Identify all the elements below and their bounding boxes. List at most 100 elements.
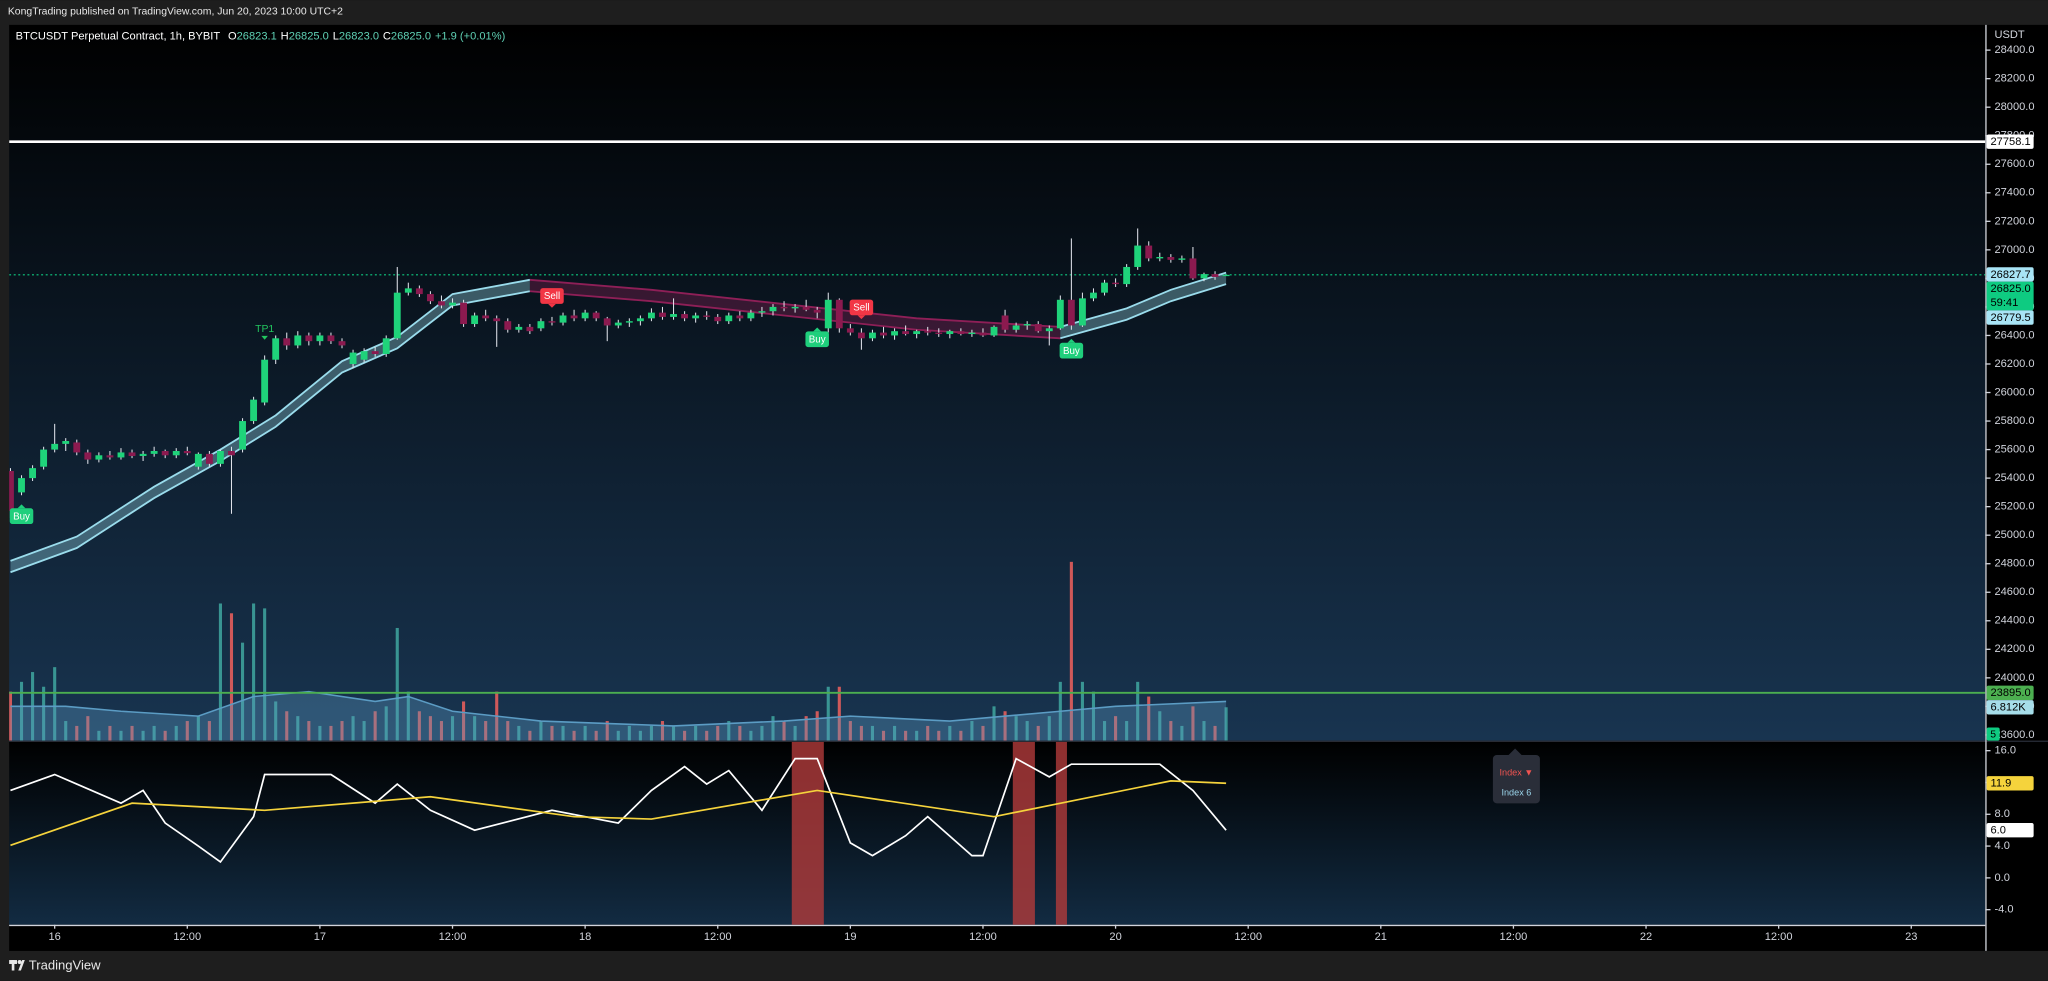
price-flag (1986, 310, 2034, 325)
candle-body (1189, 258, 1197, 279)
volume-bar (893, 725, 897, 741)
signal-label: TP1 (255, 324, 274, 335)
price-flag (1986, 822, 2034, 838)
volume-bar (1003, 711, 1007, 741)
candle-body (1056, 299, 1064, 329)
candle-body (1112, 282, 1120, 285)
volume-bar (373, 711, 377, 741)
y-tick-label: 25000.0 (1994, 529, 2034, 541)
volume-bar (108, 725, 112, 741)
tooltip-title: Index ▼ (1499, 768, 1533, 778)
x-tick-label: 12:00 (704, 931, 732, 943)
volume-bar (174, 725, 178, 741)
candle-body (935, 332, 943, 335)
candle-body (603, 318, 611, 326)
signal-label: Buy (809, 334, 826, 345)
candle-body (338, 341, 346, 346)
volume-bar (462, 701, 466, 741)
candle-body (1012, 325, 1020, 330)
candle-body (460, 302, 467, 325)
publisher: KongTrading published on TradingView.com… (8, 7, 343, 18)
volume-bar (837, 686, 841, 741)
candle-body (84, 452, 92, 460)
main-plot: Buy TP1 Sell Buy Sell Buy (9, 140, 1986, 741)
volume-bar (859, 725, 863, 741)
volume-bar (793, 725, 797, 741)
candle-body (1156, 256, 1164, 259)
candle-body (1001, 315, 1009, 330)
candle-body (161, 451, 169, 456)
signal-box (540, 288, 564, 304)
ohlc-key: C (383, 31, 391, 43)
signal-box (9, 508, 34, 524)
candle-body (813, 309, 821, 313)
candle-body (968, 332, 976, 335)
signal-label: Buy (13, 511, 30, 522)
x-tick-label: 12:00 (173, 931, 201, 943)
candle-body (371, 351, 379, 354)
logo (17, 960, 22, 964)
candle-body (239, 421, 246, 450)
highlight-zone (1055, 741, 1067, 925)
volume-bar (263, 608, 267, 741)
volume-bar (992, 706, 996, 741)
x-tick-label: 21 (1375, 931, 1387, 943)
candle-body (9, 470, 14, 511)
candle-body (40, 449, 48, 467)
oscillator-line (10, 780, 1227, 847)
candle-body (73, 442, 81, 453)
candle-body (1101, 282, 1108, 293)
candle-body (128, 452, 136, 457)
signal-pointer (17, 504, 26, 509)
x-tick-label: 12:00 (969, 931, 997, 943)
candle-body (924, 331, 932, 333)
candle-body (426, 294, 434, 302)
volume-bar (9, 691, 13, 741)
price-flag (1986, 281, 2034, 311)
x-tick-label: 23 (1905, 931, 1917, 943)
candle-body (18, 478, 25, 493)
x-tick-label: 12:00 (1234, 931, 1262, 943)
volume-bar (870, 725, 875, 741)
candle-body (835, 299, 843, 329)
ohlc-value: 26823.0 (339, 31, 379, 43)
volume-bar (340, 721, 344, 741)
volume-bar (671, 725, 676, 741)
candle-body (327, 335, 335, 342)
volume-ma-line (10, 690, 1227, 727)
candle-body (648, 312, 655, 319)
volume-bar (616, 730, 620, 741)
volume-bar (915, 730, 919, 741)
ribbon-fill (1060, 272, 1227, 339)
ohlc-value: 26823.1 (237, 31, 277, 43)
x-tick-label: 12:00 (1765, 931, 1793, 943)
highlight-zone (1012, 741, 1035, 925)
candle-body (736, 315, 744, 319)
candle-body (1145, 245, 1153, 259)
candle-body (946, 331, 954, 335)
candle-body (891, 331, 898, 336)
y-tick-label: 28400.0 (1994, 44, 2034, 56)
volume-bar (53, 667, 57, 741)
y-tick-label: 25200.0 (1994, 501, 2034, 513)
volume-bar (207, 721, 211, 741)
volume-bar (649, 725, 653, 741)
y-tick-label: 27600.0 (1994, 158, 2034, 170)
volume-bar (1169, 721, 1173, 741)
volume-bar (1102, 721, 1107, 741)
y-tick-label: 24000.0 (1994, 672, 2034, 684)
countdown: 59:41 (1991, 297, 2019, 309)
y-tick-label: 16.0 (1994, 745, 2016, 757)
volume-bar (1091, 691, 1096, 741)
signal-box (805, 331, 829, 348)
signal-label: Sell (544, 291, 560, 302)
x-tick-label: 22 (1640, 931, 1652, 943)
candle-body (1211, 274, 1219, 277)
candle-body (316, 335, 324, 342)
ohlc-key: O (228, 31, 237, 43)
candle-body (172, 451, 180, 456)
candle-body (250, 399, 258, 422)
volume-bar (473, 716, 477, 741)
price-flag (1986, 134, 2034, 149)
candle-body (979, 332, 987, 336)
